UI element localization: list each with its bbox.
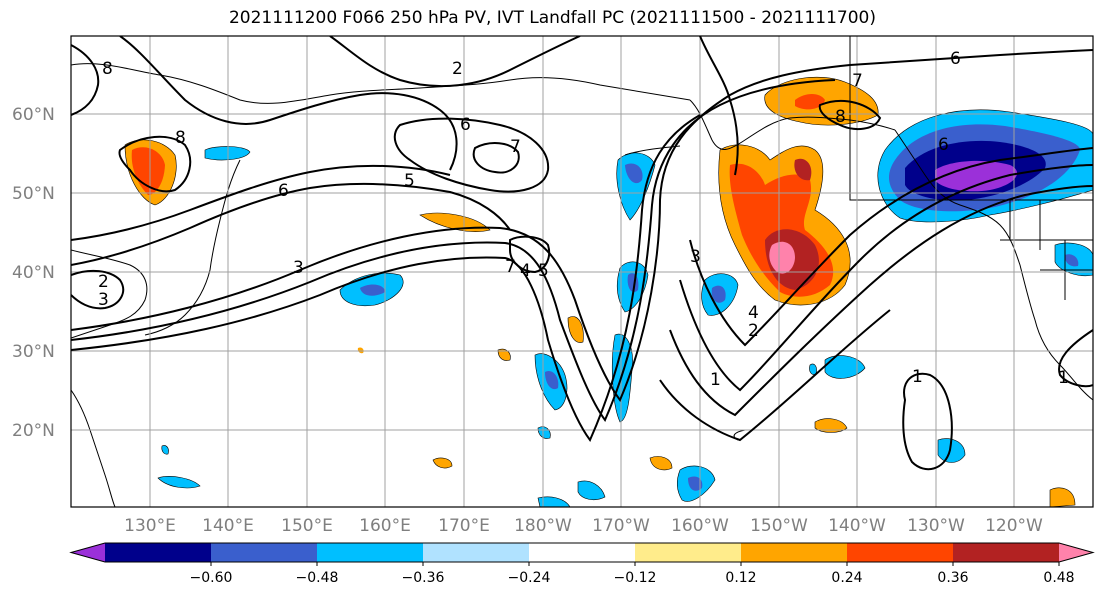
lon-label: 140°E	[202, 516, 254, 536]
pv-label: 6	[460, 115, 471, 135]
lat-label: 30°N	[12, 342, 55, 362]
pv-label: 1	[1058, 368, 1069, 388]
lon-label: 170°E	[438, 516, 490, 536]
colorbar-outline	[69, 542, 1095, 563]
pv-label: 5	[404, 171, 415, 191]
colorbar-tick-label: 0.24	[831, 570, 862, 586]
lon-label: 170°W	[592, 516, 650, 536]
lon-label: 130°E	[124, 516, 176, 536]
plot-frame	[70, 35, 1094, 508]
lat-label: 40°N	[12, 263, 55, 283]
lon-label: 130°W	[907, 516, 965, 536]
lon-label: 120°W	[985, 516, 1043, 536]
colorbar-segment	[529, 543, 636, 562]
pv-label: 3	[690, 247, 701, 267]
pv-label: 7	[852, 71, 863, 91]
lon-label: 140°W	[828, 516, 886, 536]
colorbar-extend-low	[71, 543, 105, 562]
lat-label: 60°N	[12, 105, 55, 125]
pv-label: 8	[835, 107, 846, 127]
pv-label: 8	[175, 128, 186, 148]
colorbar-segment	[741, 543, 848, 562]
pv-label: 3	[293, 258, 304, 278]
colorbar-tick-label: 0.12	[725, 570, 756, 586]
lon-label: 180°W	[514, 516, 572, 536]
lon-label: 160°W	[671, 516, 729, 536]
colorbar-tick-label: −0.24	[508, 570, 551, 586]
colorbar-extend-high	[1059, 543, 1093, 562]
pv-label: 5	[538, 261, 549, 281]
pv-contours	[71, 36, 1093, 471]
colorbar-tick-label: −0.48	[296, 570, 339, 586]
colorbar-tick-label: 0.48	[1043, 570, 1074, 586]
pv-label: 1	[710, 370, 721, 390]
pv-label: 3	[98, 290, 109, 310]
coastlines	[71, 36, 1093, 507]
lon-label: 150°W	[750, 516, 808, 536]
colorbar-segment	[317, 543, 424, 562]
colorbar-segment	[847, 543, 954, 562]
pv-label: 8	[102, 59, 113, 79]
pv-label: 6	[938, 135, 949, 155]
pv-label: 4	[748, 303, 759, 323]
pv-label: 7	[510, 137, 521, 157]
pv-label: 2	[452, 59, 463, 79]
colorbar	[69, 542, 1095, 563]
lat-label: 50°N	[12, 184, 55, 204]
colorbar-tick-label: 0.36	[937, 570, 968, 586]
pv-label: 2	[98, 272, 109, 292]
latitude-labels: 60°N 50°N 40°N 30°N 20°N	[12, 105, 55, 441]
pv-label: 6	[278, 181, 289, 201]
colorbar-tick-label: −0.12	[614, 570, 657, 586]
colorbar-segment	[211, 543, 318, 562]
pv-label: 6	[950, 49, 961, 69]
colorbar-segment	[635, 543, 742, 562]
pv-label: 7	[505, 257, 516, 277]
colorbar-tick-label: −0.60	[190, 570, 233, 586]
lon-label: 160°E	[359, 516, 411, 536]
pv-label: 2	[748, 321, 759, 341]
colorbar-segment	[105, 543, 212, 562]
colorbar-segment	[953, 543, 1060, 562]
lon-label: 150°E	[281, 516, 333, 536]
colorbar-tick-label: −0.36	[402, 570, 445, 586]
pv-label: 1	[912, 367, 923, 387]
colorbar-segment	[423, 543, 530, 562]
colorbar-tick-labels: −0.60 −0.48 −0.36 −0.24 −0.12 0.12 0.24 0.36 0.4…	[190, 562, 1075, 586]
pv-labels: 8 2 6 6 7 5 8 6 3 2 3 7 4 5 3 4 2 1 7 8 …	[98, 49, 1069, 390]
pv-label: 4	[520, 261, 531, 281]
longitude-labels: 130°E 140°E 150°E 160°E 170°E 180°W 170°…	[124, 516, 1043, 536]
map-title: 2021111200 F066 250 hPa PV, IVT Landfall…	[228, 8, 876, 28]
lat-label: 20°N	[12, 421, 55, 441]
